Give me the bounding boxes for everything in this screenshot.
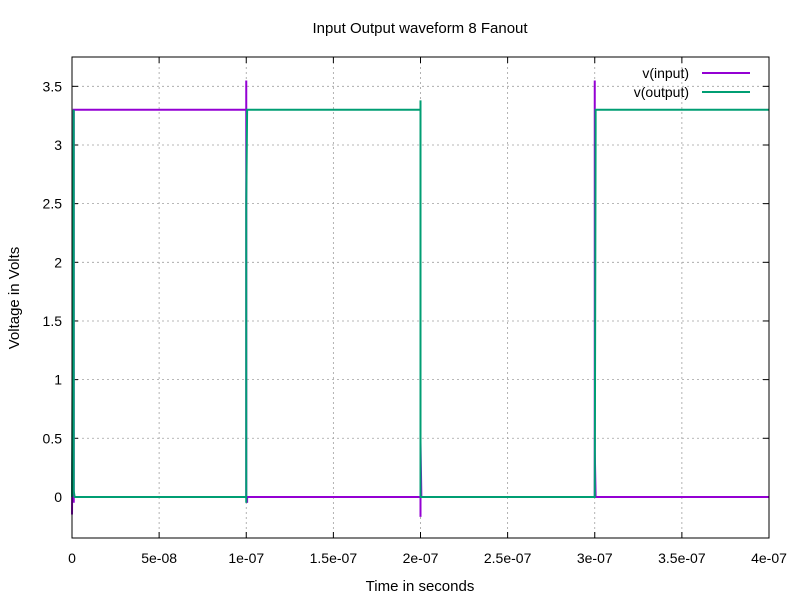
- x-tick-label: 3.5e-07: [658, 550, 706, 566]
- x-tick-label: 2e-07: [403, 550, 439, 566]
- y-tick-label: 2.5: [43, 196, 63, 212]
- series-lines: [71, 80, 769, 517]
- y-tick-label: 3.5: [43, 78, 63, 94]
- series-line-2: [71, 100, 769, 503]
- plot-border: [71, 56, 770, 539]
- x-tick-label: 1e-07: [228, 550, 264, 566]
- x-tick-label: 2.5e-07: [484, 550, 532, 566]
- legend-label: v(output): [634, 84, 689, 100]
- y-tick-label: 1.5: [43, 313, 63, 329]
- x-tick-label: 0: [68, 550, 76, 566]
- x-tick-label: 3e-07: [577, 550, 613, 566]
- x-tick-label: 4e-07: [751, 550, 787, 566]
- axis-ticks: 0 5e-08 1e-07 1.5e-07 2e-07 2.5e-07 3e-07 3.5e-…: [43, 57, 787, 566]
- chart-title: Input Output waveform 8 Fanout: [312, 20, 528, 37]
- y-tick-label: 0.5: [43, 430, 63, 446]
- legend-label: v(input): [642, 65, 689, 81]
- legend: v(input) v(output): [634, 65, 750, 100]
- y-tick-label: 2: [54, 254, 62, 270]
- x-tick-label: 1.5e-07: [310, 550, 358, 566]
- y-axis-label: Voltage in Volts: [6, 247, 23, 350]
- x-axis-label: Time in seconds: [366, 578, 475, 595]
- x-tick-label: 5e-08: [141, 550, 177, 566]
- y-tick-label: 3: [54, 137, 62, 153]
- y-tick-label: 0: [54, 489, 62, 505]
- y-tick-label: 1: [54, 372, 62, 388]
